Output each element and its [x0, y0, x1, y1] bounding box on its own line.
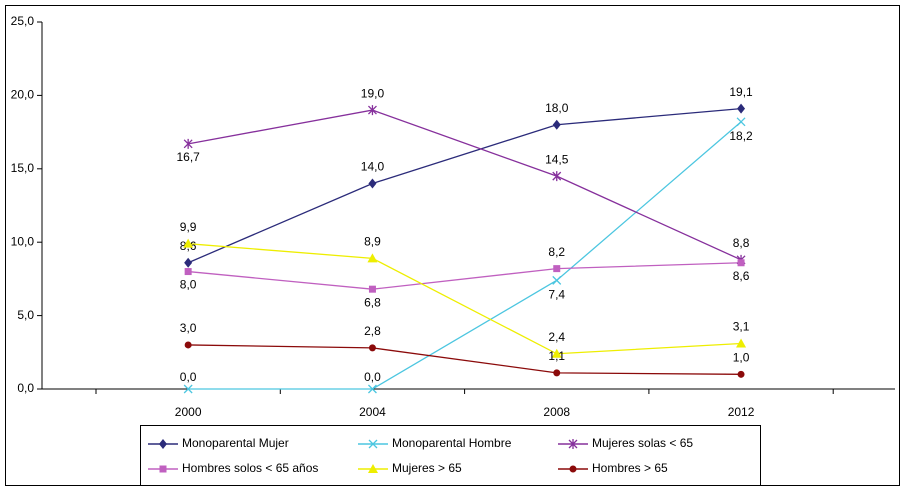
data-label: 2,8 [364, 324, 381, 338]
x-tick-label: 2012 [728, 405, 755, 419]
data-label: 18,0 [545, 101, 569, 115]
x-tick-label: 2008 [543, 405, 570, 419]
legend-item: Monoparental Hombre [358, 436, 512, 450]
data-label: 1,0 [733, 350, 750, 364]
legend-item: Hombres > 65 [558, 461, 668, 475]
data-label: 16,7 [176, 150, 200, 164]
legend-marker [159, 439, 167, 449]
x-tick-label: 2004 [359, 405, 386, 419]
series-line [188, 121, 742, 390]
data-point [368, 344, 376, 352]
data-point [184, 341, 192, 349]
y-tick-label: 5,0 [17, 308, 34, 322]
y-tick-label: 20,0 [11, 88, 35, 102]
legend-label: Monoparental Hombre [392, 436, 512, 450]
legend-item: Monoparental Mujer [148, 436, 289, 450]
y-tick-label: 25,0 [11, 14, 35, 28]
legend-label: Hombres > 65 [592, 461, 668, 475]
data-point [552, 119, 561, 130]
series-line [188, 262, 742, 290]
data-label: 0,0 [180, 370, 197, 384]
data-point [736, 338, 747, 348]
y-tick-label: 0,0 [17, 381, 34, 395]
data-label: 19,0 [361, 86, 385, 100]
data-label: 8,0 [180, 278, 197, 292]
legend-item: Mujeres > 65 [358, 461, 462, 475]
data-label: 3,0 [180, 321, 197, 335]
data-point [737, 259, 745, 267]
data-label: 19,1 [729, 85, 753, 99]
y-tick-label: 10,0 [11, 234, 35, 248]
data-label: 8,8 [733, 236, 750, 250]
legend-marker [159, 465, 167, 473]
data-point [184, 257, 193, 268]
data-label: 14,5 [545, 152, 569, 166]
data-point [183, 238, 194, 248]
legend-label: Mujeres solas < 65 [592, 436, 693, 450]
data-point [553, 369, 561, 377]
data-label: 3,1 [733, 320, 750, 334]
data-point [552, 275, 562, 285]
series-line [188, 109, 742, 261]
legend-item: Hombres solos < 65 años [148, 461, 318, 475]
data-label: 7,4 [548, 288, 565, 302]
data-label: 8,2 [548, 245, 565, 259]
legend-marker [569, 465, 577, 473]
legend-label: Hombres solos < 65 años [182, 461, 318, 475]
data-point [367, 384, 377, 394]
data-label: 8,6 [733, 269, 750, 283]
legend-label: Mujeres > 65 [392, 461, 462, 475]
legend-label: Monoparental Mujer [182, 436, 289, 450]
data-point [367, 105, 377, 116]
y-tick-label: 15,0 [11, 161, 35, 175]
legend-marker [368, 439, 378, 449]
data-label: 9,9 [180, 220, 197, 234]
data-point [183, 138, 193, 149]
data-point [553, 265, 561, 273]
data-point [552, 171, 562, 182]
data-point [736, 117, 746, 127]
x-tick-label: 2000 [175, 405, 202, 419]
data-point [368, 178, 377, 189]
chart-border [5, 5, 900, 486]
data-label: 14,0 [361, 160, 385, 174]
data-point [551, 348, 562, 358]
data-point [183, 384, 193, 394]
data-label: 18,2 [729, 129, 753, 143]
data-label: 8,9 [364, 235, 381, 249]
data-point [184, 268, 192, 276]
legend-item: Mujeres solas < 65 [558, 436, 693, 450]
legend-marker [368, 464, 378, 473]
data-point [367, 253, 378, 263]
data-label: 2,4 [548, 330, 565, 344]
series-line [187, 107, 742, 264]
data-label: 0,0 [364, 370, 381, 384]
series-line [188, 243, 742, 355]
legend-marker [568, 439, 578, 449]
data-label: 1,1 [548, 349, 565, 363]
series-line [188, 344, 742, 375]
data-point [368, 285, 376, 293]
data-point [737, 370, 745, 378]
data-point [737, 103, 746, 114]
data-label: 6,8 [364, 295, 381, 309]
legend-box [140, 425, 761, 486]
